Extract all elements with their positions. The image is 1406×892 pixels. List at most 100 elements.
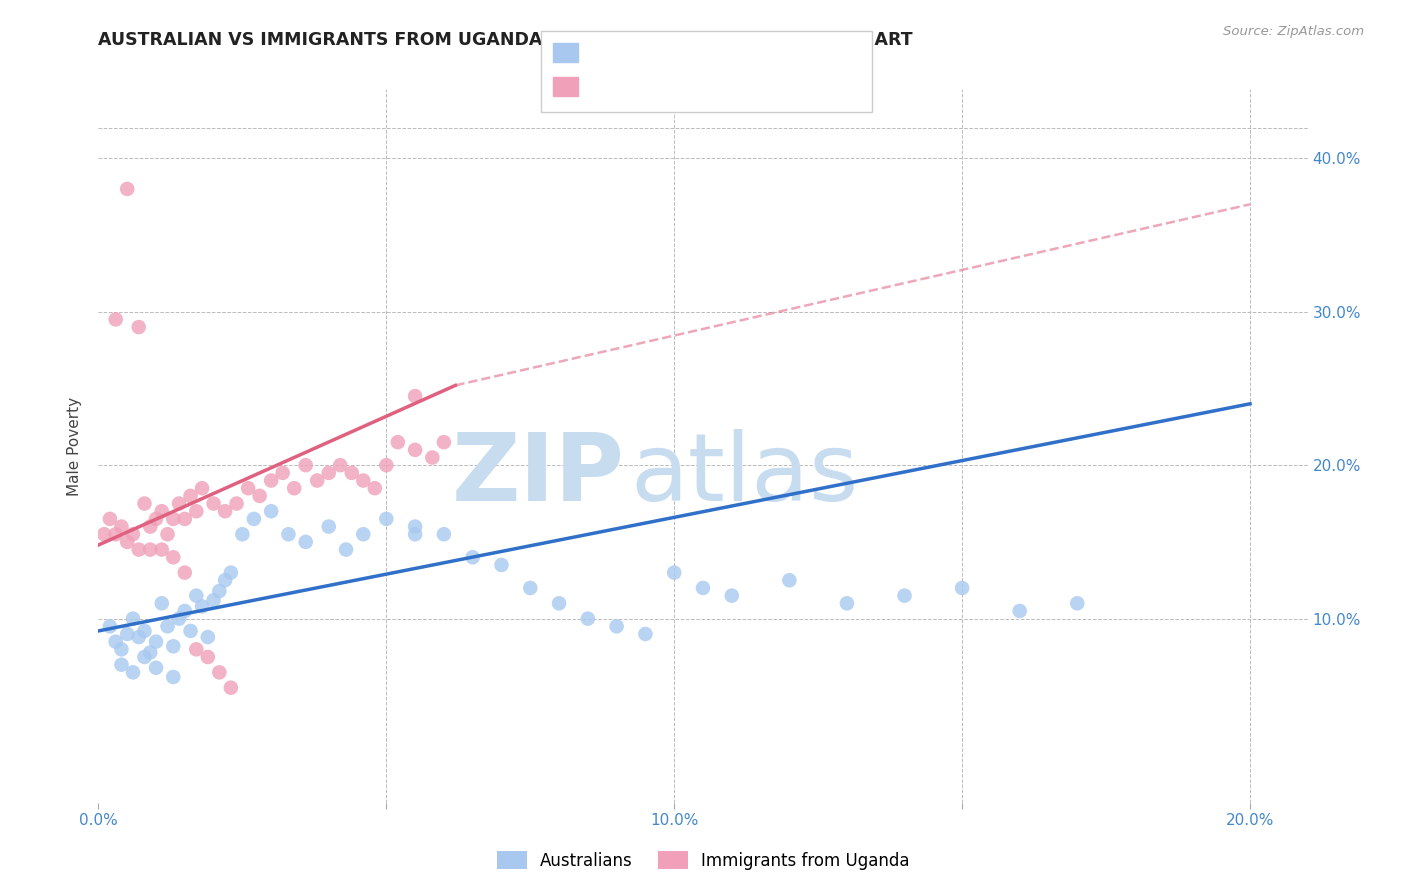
Point — [1008, 604, 1031, 618]
Point — [128, 630, 150, 644]
Point — [162, 512, 184, 526]
Point — [104, 527, 127, 541]
Point — [162, 670, 184, 684]
Point — [249, 489, 271, 503]
Text: 55: 55 — [755, 45, 780, 63]
Point — [134, 650, 156, 665]
Point — [150, 596, 173, 610]
Point — [202, 593, 225, 607]
Point — [122, 612, 145, 626]
Point — [186, 589, 208, 603]
Point — [134, 624, 156, 638]
Point — [950, 581, 973, 595]
Point — [491, 558, 513, 572]
Point — [139, 542, 162, 557]
Point — [404, 519, 426, 533]
Text: ZIP: ZIP — [451, 428, 624, 521]
Point — [214, 574, 236, 588]
Point — [167, 612, 190, 626]
Point — [191, 481, 214, 495]
Point — [260, 504, 283, 518]
Point — [186, 642, 208, 657]
Point — [115, 182, 138, 196]
Point — [202, 497, 225, 511]
Text: N =: N = — [702, 45, 754, 63]
Point — [422, 450, 444, 465]
Point — [576, 612, 599, 626]
Point — [162, 550, 184, 565]
Point — [375, 512, 398, 526]
Point — [93, 527, 115, 541]
Point — [335, 542, 357, 557]
Point — [145, 634, 167, 648]
Point — [1066, 596, 1088, 610]
Point — [404, 527, 426, 541]
Point — [294, 458, 316, 473]
Point — [219, 681, 242, 695]
Point — [98, 512, 121, 526]
Text: AUSTRALIAN VS IMMIGRANTS FROM UGANDA MALE POVERTY CORRELATION CHART: AUSTRALIAN VS IMMIGRANTS FROM UGANDA MAL… — [98, 31, 912, 49]
Point — [236, 481, 259, 495]
Point — [150, 542, 173, 557]
Point — [208, 665, 231, 680]
Point — [329, 458, 352, 473]
Point — [219, 566, 242, 580]
Text: 50: 50 — [755, 79, 780, 97]
Point — [186, 504, 208, 518]
Point — [128, 542, 150, 557]
Point — [145, 512, 167, 526]
Point — [387, 435, 409, 450]
Point — [664, 566, 686, 580]
Point — [225, 497, 247, 511]
Text: R =: R = — [589, 79, 628, 97]
Point — [180, 489, 202, 503]
Point — [115, 627, 138, 641]
Point — [307, 474, 329, 488]
Point — [208, 584, 231, 599]
Point — [110, 519, 132, 533]
Point — [433, 435, 456, 450]
Text: Source: ZipAtlas.com: Source: ZipAtlas.com — [1223, 25, 1364, 38]
Point — [375, 458, 398, 473]
Point — [548, 596, 571, 610]
Point — [98, 619, 121, 633]
Point — [167, 497, 190, 511]
Point — [122, 665, 145, 680]
Point — [692, 581, 714, 595]
Point — [893, 589, 915, 603]
Point — [145, 661, 167, 675]
Point — [318, 466, 340, 480]
Point — [283, 481, 305, 495]
Point — [352, 474, 374, 488]
Point — [461, 550, 484, 565]
Point — [173, 512, 195, 526]
Point — [191, 599, 214, 614]
Point — [173, 604, 195, 618]
Point — [433, 527, 456, 541]
Point — [364, 481, 387, 495]
Point — [173, 566, 195, 580]
Point — [606, 619, 628, 633]
Point — [128, 320, 150, 334]
Text: atlas: atlas — [630, 428, 859, 521]
Point — [197, 630, 219, 644]
Point — [104, 312, 127, 326]
Point — [115, 535, 138, 549]
Point — [197, 650, 219, 665]
Point — [243, 512, 266, 526]
Point — [150, 504, 173, 518]
Point — [139, 645, 162, 659]
Point — [156, 619, 179, 633]
Point — [778, 574, 800, 588]
Text: 0.263: 0.263 — [634, 79, 690, 97]
Y-axis label: Male Poverty: Male Poverty — [67, 396, 83, 496]
Point — [352, 527, 374, 541]
Point — [294, 535, 316, 549]
Point — [634, 627, 657, 641]
Point — [271, 466, 294, 480]
Point — [835, 596, 858, 610]
Text: 0.384: 0.384 — [634, 45, 692, 63]
Point — [156, 527, 179, 541]
Point — [404, 442, 426, 457]
Text: N =: N = — [702, 79, 754, 97]
